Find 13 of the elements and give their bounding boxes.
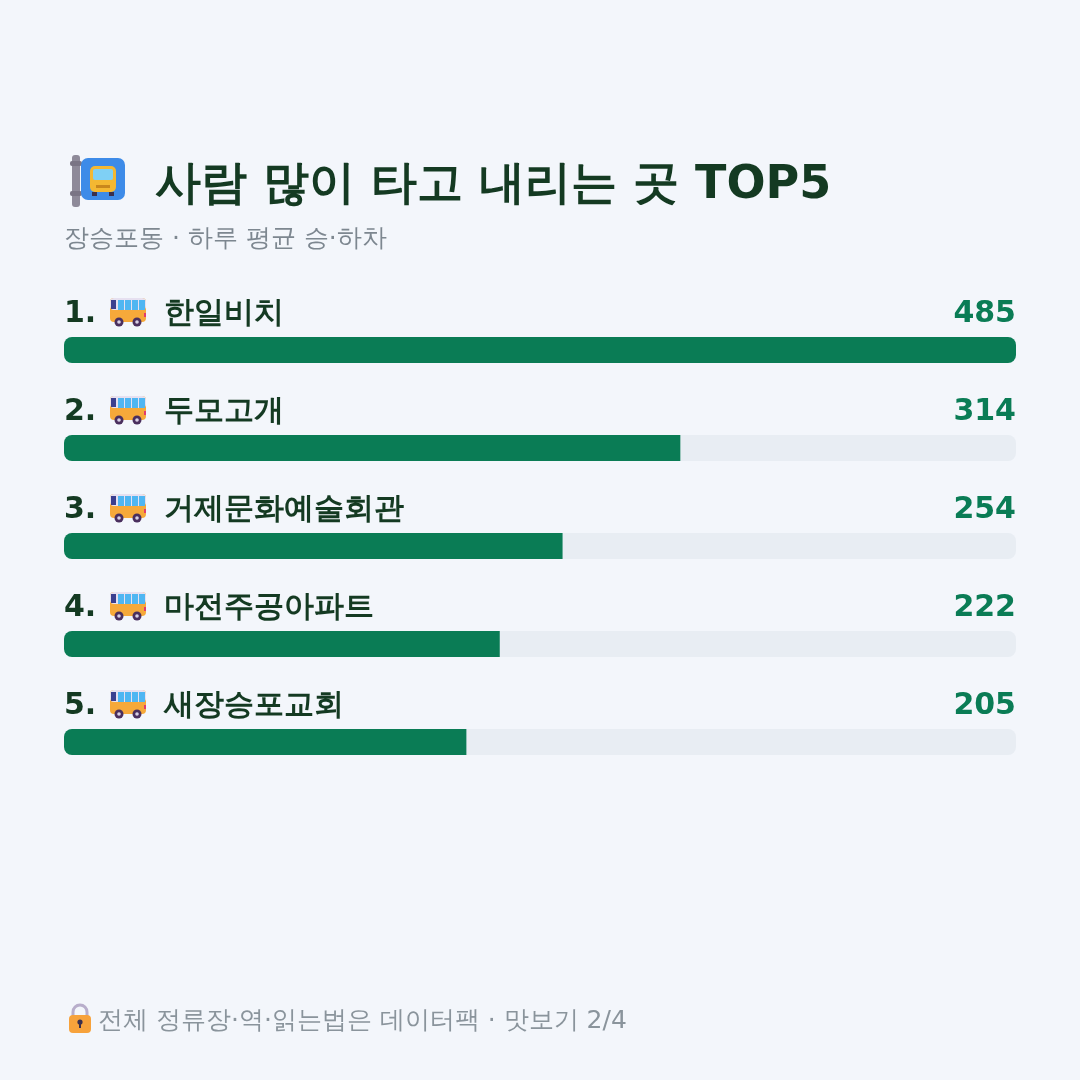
- category-label: 4. 마전주공아파트: [64, 588, 374, 623]
- category-label: 3. 거제문화예술회관: [64, 490, 404, 525]
- data-label: 254: [953, 490, 1016, 525]
- chart-title: 사람 많이 타고 내리는 곳 TOP5: [155, 155, 832, 209]
- category-label: 2. 두모고개: [64, 392, 284, 427]
- chart-subtitle: 장승포동 · 하루 평균 승·하차: [64, 223, 387, 252]
- data-label: 314: [953, 392, 1016, 427]
- data-label: 485: [953, 294, 1016, 329]
- data-label: 222: [953, 588, 1016, 623]
- data-label: 205: [953, 686, 1016, 721]
- category-label: 1. 한일비치: [64, 294, 284, 329]
- text: 전체 정류장·역·읽는법은 데이터팩 · 맛보기 2/4: [98, 1005, 627, 1034]
- category-label: 5. 새장승포교회: [64, 686, 344, 721]
